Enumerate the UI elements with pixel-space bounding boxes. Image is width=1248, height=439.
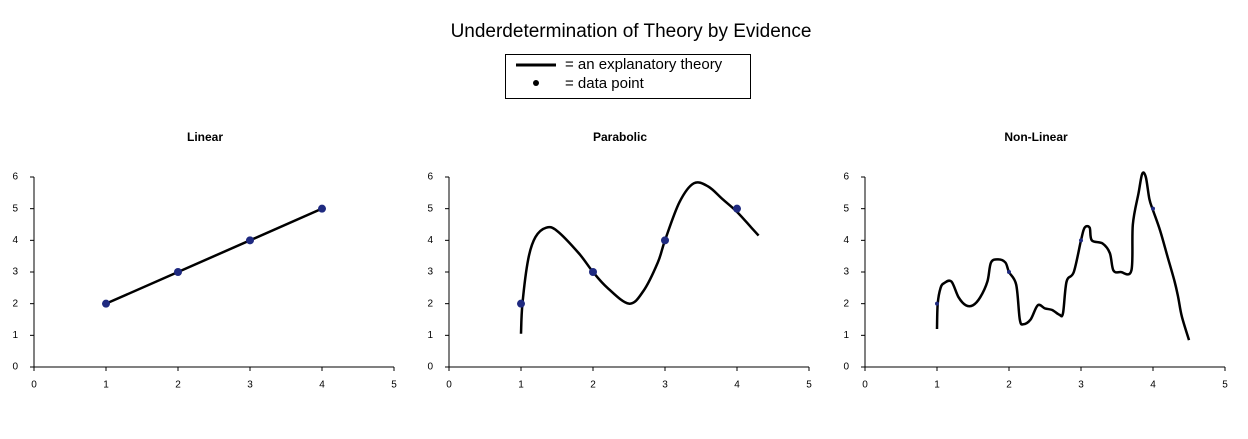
y-tick-label: 6 — [427, 172, 433, 183]
y-tick-label: 2 — [843, 298, 849, 309]
data-point — [1079, 238, 1083, 243]
y-tick-label: 6 — [12, 172, 18, 183]
y-tick-label: 2 — [12, 298, 18, 309]
y-tick-label: 1 — [843, 330, 849, 341]
x-tick-label: 1 — [518, 380, 524, 391]
x-tick-label: 5 — [806, 380, 812, 391]
y-tick-label: 3 — [427, 267, 433, 278]
y-tick-label: 0 — [427, 362, 433, 373]
y-tick-label: 5 — [427, 203, 433, 214]
figure-title: Underdetermination of Theory by Evidence — [451, 21, 812, 42]
x-tick-label: 1 — [103, 380, 109, 391]
data-point — [589, 268, 597, 276]
y-tick-label: 1 — [12, 330, 18, 341]
y-tick-label: 3 — [843, 267, 849, 278]
y-tick-label: 4 — [12, 235, 18, 246]
x-tick-label: 2 — [1006, 380, 1012, 391]
x-tick-label: 5 — [391, 380, 397, 391]
data-point — [1151, 206, 1155, 211]
data-point — [174, 268, 182, 276]
data-point — [517, 299, 525, 308]
y-tick-label: 0 — [843, 362, 849, 373]
legend-label: = an explanatory theory — [565, 56, 723, 73]
legend-point-swatch — [533, 80, 539, 86]
theory-curve — [519, 181, 760, 334]
legend-label: = data point — [565, 75, 645, 92]
chart-title: Parabolic — [593, 130, 647, 144]
x-tick-label: 4 — [319, 380, 325, 391]
x-tick-label: 0 — [862, 380, 868, 391]
data-point — [661, 236, 669, 245]
chart-title: Linear — [187, 130, 223, 144]
x-tick-label: 2 — [590, 380, 596, 391]
x-tick-label: 4 — [1150, 380, 1156, 391]
y-tick-label: 5 — [843, 203, 849, 214]
x-tick-label: 0 — [31, 380, 37, 391]
data-point — [246, 236, 254, 245]
y-tick-label: 5 — [12, 203, 18, 214]
data-point — [935, 301, 939, 306]
chart-title: Non-Linear — [1004, 130, 1068, 144]
x-tick-label: 4 — [734, 380, 740, 391]
data-point — [1007, 270, 1011, 274]
x-tick-label: 3 — [247, 380, 253, 391]
x-tick-label: 2 — [175, 380, 181, 391]
y-tick-label: 1 — [427, 330, 433, 341]
y-tick-label: 0 — [12, 362, 18, 373]
data-point — [318, 204, 326, 213]
x-tick-label: 3 — [1078, 380, 1084, 391]
y-tick-label: 6 — [843, 172, 849, 183]
y-tick-label: 4 — [843, 235, 849, 246]
legend-box — [505, 54, 751, 99]
x-tick-label: 3 — [662, 380, 668, 391]
x-tick-label: 1 — [934, 380, 940, 391]
theory-curve — [105, 207, 323, 305]
data-point — [102, 299, 110, 308]
y-tick-label: 3 — [12, 267, 18, 278]
data-point — [733, 204, 741, 213]
x-tick-label: 5 — [1222, 380, 1228, 391]
y-tick-label: 4 — [427, 235, 433, 246]
theory-curve — [935, 171, 1191, 341]
x-tick-label: 0 — [446, 380, 452, 391]
y-tick-label: 2 — [427, 298, 433, 309]
